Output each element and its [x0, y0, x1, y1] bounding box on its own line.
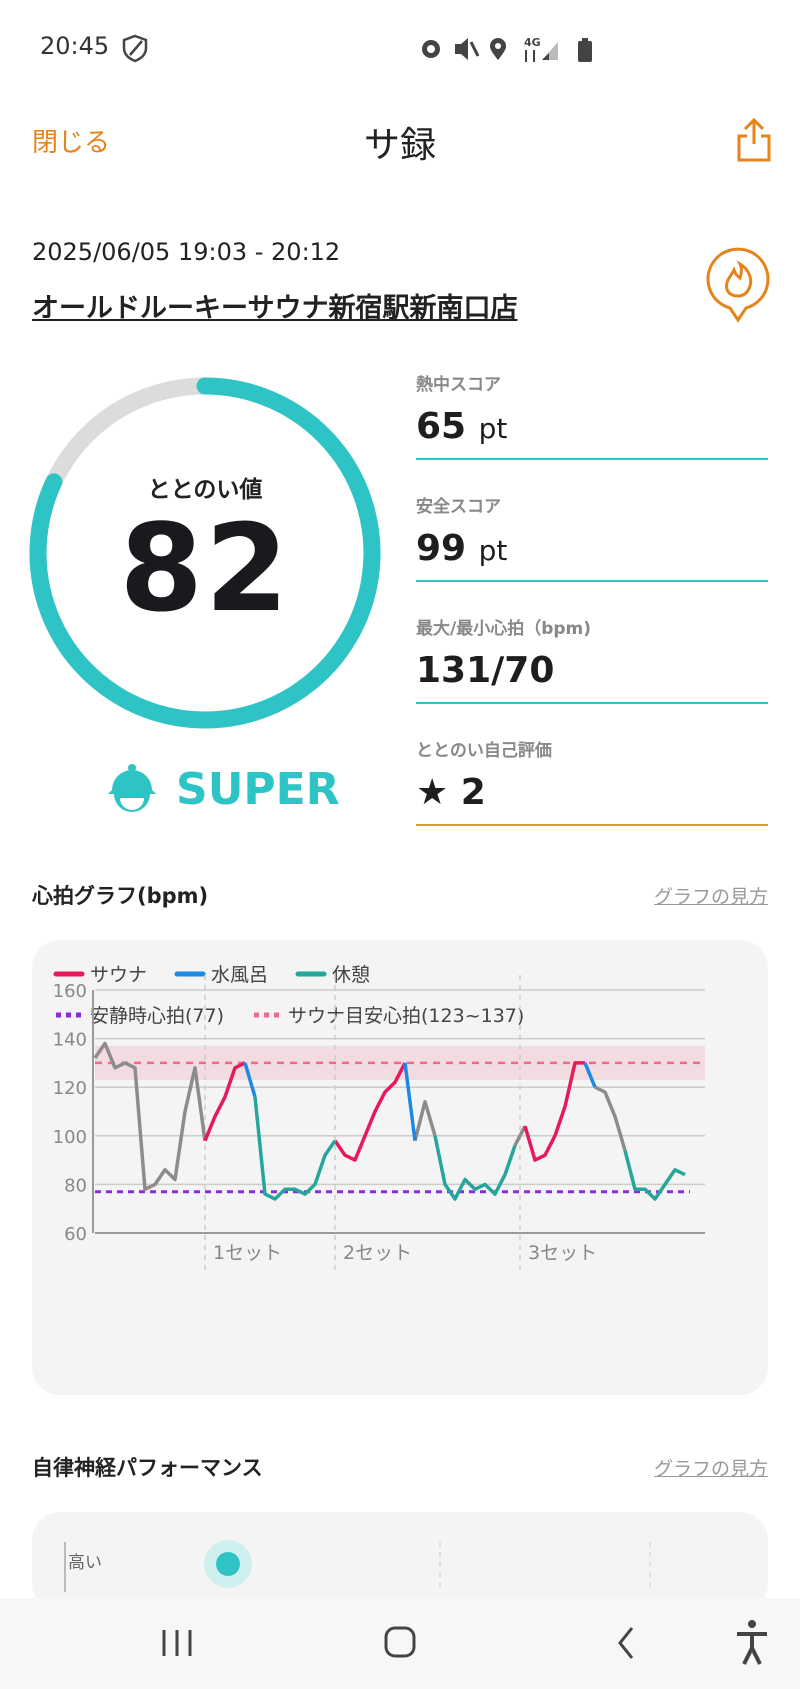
y-tick-label: 120: [53, 1078, 87, 1099]
y-tick-label: 100: [53, 1127, 87, 1148]
score-value: ★ 2: [416, 772, 486, 813]
accessibility-button[interactable]: [737, 1620, 767, 1665]
hr-line: [93, 1041, 627, 1192]
hr-line: [253, 1096, 686, 1201]
venue-link[interactable]: オールドルーキーサウナ新宿駅新南口店: [32, 293, 518, 324]
score-unit: pt: [478, 412, 508, 445]
legend-label: サウナ: [90, 964, 147, 986]
ans-card: [32, 1512, 768, 1612]
status-icons: 4G: [422, 36, 592, 62]
section-title: 自律神経パフォーマンス: [32, 1456, 263, 1480]
nav-bar: [0, 1598, 800, 1689]
y-tick-label: 140: [53, 1030, 87, 1051]
share-button[interactable]: [734, 116, 774, 164]
score-number: 65: [416, 406, 467, 447]
divider: [416, 580, 768, 582]
svg-text:4G: 4G: [524, 36, 541, 49]
y-tick-label: 160: [53, 981, 87, 1002]
set-label: 2セット: [343, 1242, 412, 1264]
home-button[interactable]: [384, 1626, 416, 1658]
y-tick-label: 60: [64, 1224, 87, 1245]
divider: [416, 702, 768, 704]
ans-axis-label: 高い: [68, 1553, 102, 1573]
totonoi-value: 82: [119, 500, 291, 639]
close-button[interactable]: 閉じる: [32, 128, 111, 158]
score-unit: pt: [478, 534, 508, 567]
divider: [416, 458, 768, 460]
section-title: 心拍グラフ(bpm): [32, 884, 209, 908]
legend-label: 安静時心拍(77): [90, 1005, 224, 1027]
ans-chart-top: [64, 1540, 651, 1592]
recents-button[interactable]: [162, 1630, 192, 1656]
legend-label: 水風呂: [211, 964, 268, 986]
y-tick-label: 80: [64, 1175, 87, 1196]
legend-label: サウナ目安心拍(123~137): [288, 1005, 524, 1027]
score-label: 熱中スコア: [416, 375, 501, 395]
back-button[interactable]: [618, 1627, 634, 1659]
divider: [416, 824, 768, 826]
rank-label: SUPER: [176, 764, 340, 815]
gauge-arc: [29, 377, 381, 729]
session-datetime: 2025/06/05 19:03 - 20:12: [32, 238, 341, 266]
score-label: 安全スコア: [416, 497, 501, 517]
totonoi-gauge: [29, 377, 381, 729]
help-link[interactable]: グラフの見方: [653, 886, 768, 908]
set-label: 3セット: [528, 1242, 597, 1264]
nav-buttons: [162, 1620, 767, 1665]
set-label: 1セット: [213, 1242, 282, 1264]
score-value: 99 pt: [416, 528, 507, 569]
status-time: 20:45: [40, 32, 110, 60]
rank-icon: [108, 764, 156, 812]
hr-line: [203, 1061, 585, 1162]
chart-card: [32, 940, 768, 1395]
score-label: ととのい自己評価: [416, 741, 552, 761]
help-link[interactable]: グラフの見方: [653, 1458, 768, 1480]
score-number: 99: [416, 528, 467, 569]
hr-line: [243, 1062, 597, 1141]
score-value: 131/70: [416, 650, 555, 691]
score-label: 最大/最小心拍（bpm): [416, 619, 592, 639]
legend-label: 休憩: [332, 964, 370, 986]
venue-pin-icon[interactable]: [704, 246, 772, 326]
shield-icon: [122, 34, 148, 63]
header-title: サ録: [363, 125, 436, 166]
totonoi-label: ととのい値: [147, 477, 263, 503]
score-value: 65 pt: [416, 406, 507, 447]
